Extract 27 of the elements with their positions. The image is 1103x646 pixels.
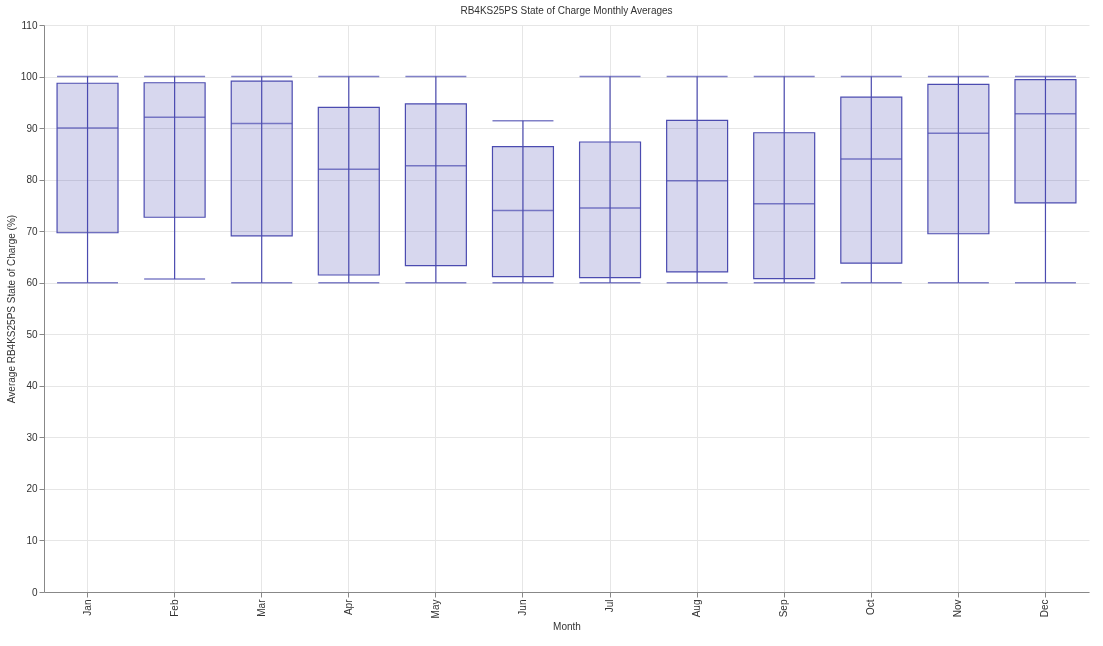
x-tick-label: Sep <box>778 599 790 618</box>
y-tick-label: 40 <box>26 380 38 392</box>
x-tick-label: Jul <box>604 599 616 613</box>
y-tick-label: 90 <box>26 122 38 134</box>
x-tick-label: Feb <box>168 599 180 617</box>
y-axis-title: Average RB4KS25PS State of Charge (%) <box>5 214 17 404</box>
x-tick-label: Nov <box>952 599 964 618</box>
x-tick-label: May <box>429 599 441 619</box>
x-tick-label: Jan <box>81 599 93 616</box>
y-tick-label: 70 <box>26 225 38 237</box>
x-axis-title: Month <box>553 621 581 633</box>
y-tick-label: 80 <box>26 174 38 186</box>
y-tick-label: 0 <box>31 586 38 598</box>
y-tick-label: 50 <box>26 328 38 340</box>
x-tick-label: Dec <box>1039 599 1051 618</box>
y-tick-label: 10 <box>26 534 38 546</box>
x-tick-label: Apr <box>342 598 354 616</box>
x-tick-label: Oct <box>865 599 877 616</box>
y-tick-label: 60 <box>26 277 38 289</box>
x-tick-label: Mar <box>255 598 267 617</box>
chart-title: RB4KS25PS State of Charge Monthly Averages <box>460 5 673 16</box>
y-tick-label: 30 <box>26 431 38 443</box>
x-tick-label: Jun <box>516 599 528 616</box>
y-tick-label: 100 <box>20 71 38 83</box>
x-tick-label: Aug <box>691 599 703 618</box>
y-tick-label: 20 <box>26 483 38 495</box>
y-tick-label: 110 <box>21 19 38 31</box>
